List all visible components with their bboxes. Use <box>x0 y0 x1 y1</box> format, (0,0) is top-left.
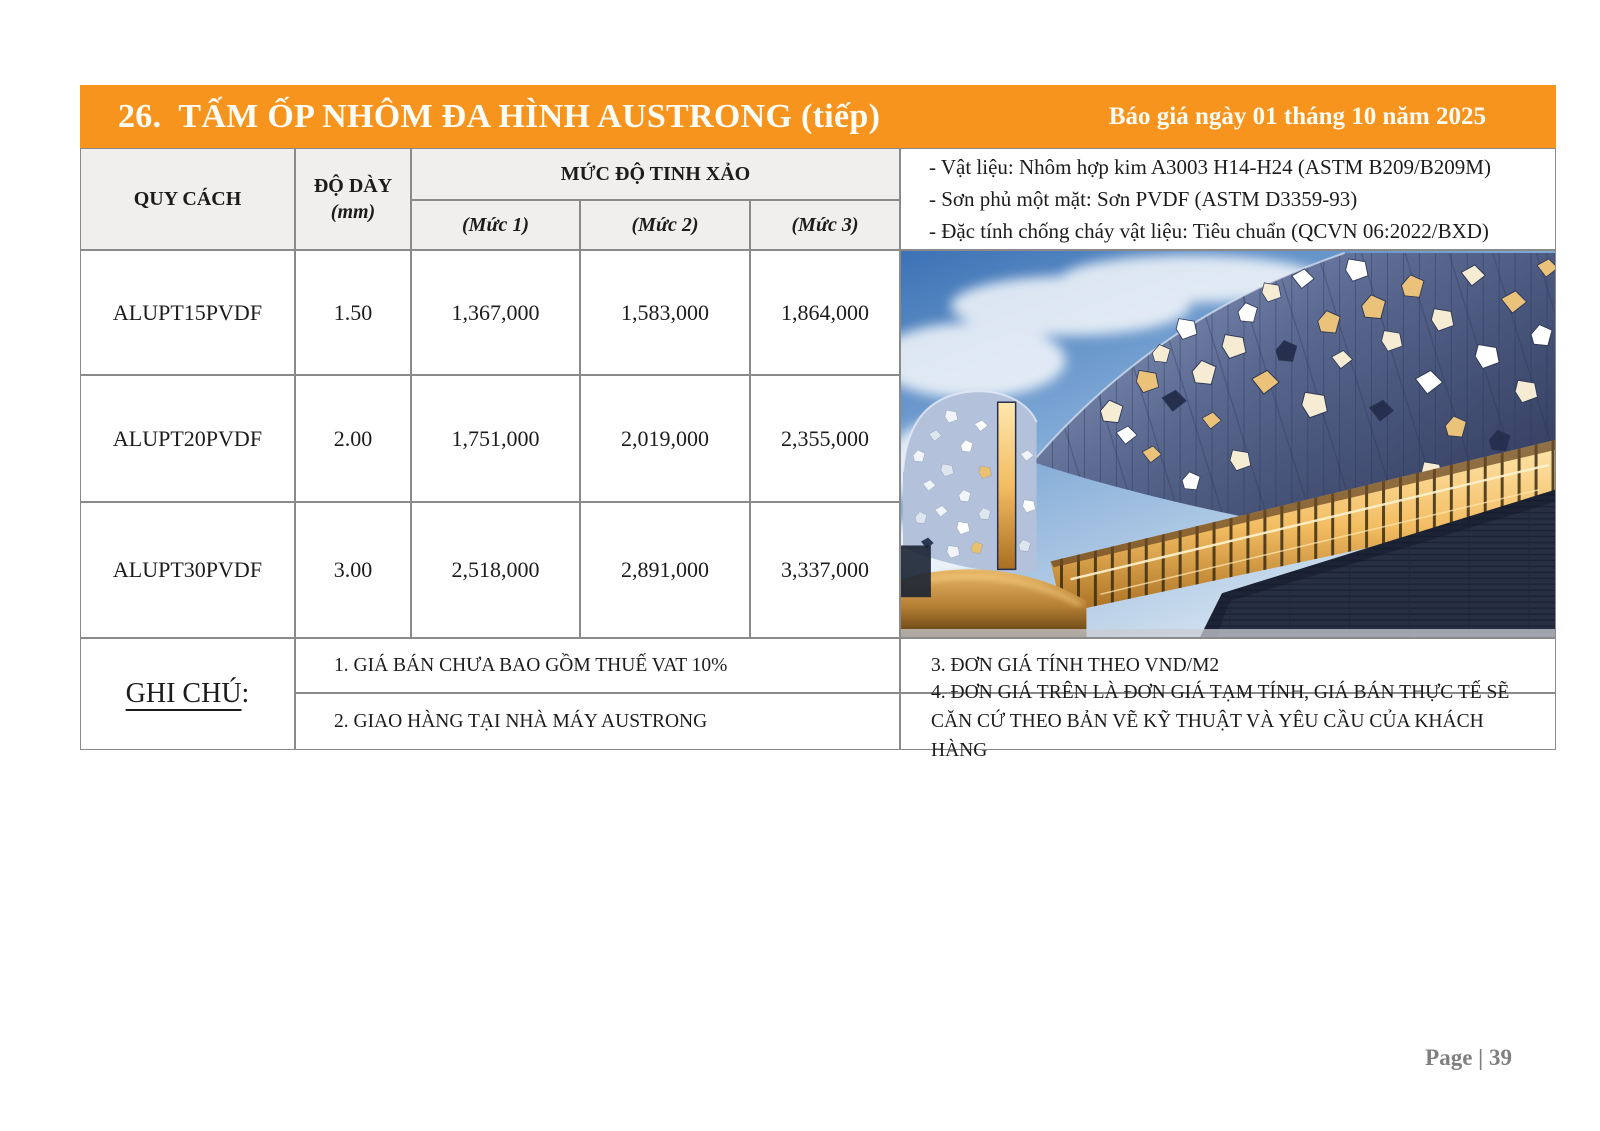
page-title: 26. TẤM ỐP NHÔM ĐA HÌNH AUSTRONG (tiếp) <box>118 97 881 135</box>
table-row-price-muc3: 2,355,000 <box>750 375 900 502</box>
table-row-code: ALUPT20PVDF <box>80 375 295 502</box>
spec-line: - Sơn phủ một mặt: Sơn PVDF (ASTM D3359-… <box>929 187 1358 211</box>
do-day-unit: (mm) <box>330 201 376 223</box>
column-header-muc-3: (Mức 3) <box>750 200 900 250</box>
table-row-price-muc3: 3,337,000 <box>750 502 900 638</box>
table-row-code: ALUPT30PVDF <box>80 502 295 638</box>
table-row-thickness: 1.50 <box>295 250 411 375</box>
note-item-3: 3. ĐƠN GIÁ TÍNH THEO VND/M2 <box>900 638 1556 693</box>
table-row-price-muc2: 2,891,000 <box>580 502 750 638</box>
spec-line: - Đặc tính chống cháy vật liệu: Tiêu chu… <box>929 219 1489 243</box>
table-row-price-muc1: 2,518,000 <box>411 502 580 638</box>
price-table: QUY CÁCH ĐỘ DÀY (mm) MỨC ĐỘ TINH XẢO (Mứ… <box>80 148 1556 761</box>
quotation-sheet: 26. TẤM ỐP NHÔM ĐA HÌNH AUSTRONG (tiếp) … <box>80 85 1556 761</box>
spec-line: - Vật liệu: Nhôm hợp kim A3003 H14-H24 (… <box>929 155 1491 179</box>
facade-photo-illustration <box>901 251 1555 637</box>
table-row-price-muc2: 2,019,000 <box>580 375 750 502</box>
page-number: Page | 39 <box>1425 1045 1512 1070</box>
table-row-price-muc1: 1,367,000 <box>411 250 580 375</box>
quote-date: Báo giá ngày 01 tháng 10 năm 2025 <box>1108 102 1486 130</box>
notes-label-colon: : <box>241 678 250 709</box>
notes-label-cell: GHI CHÚ : <box>80 638 295 750</box>
table-row-price-muc2: 1,583,000 <box>580 250 750 375</box>
column-header-quy-cach: QUY CÁCH <box>80 148 295 250</box>
column-header-muc-2: (Mức 2) <box>580 200 750 250</box>
table-row-thickness: 3.00 <box>295 502 411 638</box>
table-row-code: ALUPT15PVDF <box>80 250 295 375</box>
column-group-tinh-xao: MỨC ĐỘ TINH XẢO <box>411 148 900 200</box>
title-bar: 26. TẤM ỐP NHÔM ĐA HÌNH AUSTRONG (tiếp) … <box>80 85 1556 148</box>
do-day-label: ĐỘ DÀY <box>313 175 393 197</box>
notes-label: GHI CHÚ <box>125 678 242 709</box>
note-item-1: 1. GIÁ BÁN CHƯA BAO GỒM THUẾ VAT 10% <box>295 638 900 693</box>
column-header-do-day: ĐỘ DÀY (mm) <box>295 148 411 250</box>
building-photo <box>900 250 1556 638</box>
table-row-price-muc3: 1,864,000 <box>750 250 900 375</box>
material-specs: - Vật liệu: Nhôm hợp kim A3003 H14-H24 (… <box>900 148 1556 250</box>
table-row-thickness: 2.00 <box>295 375 411 502</box>
table-row-price-muc1: 1,751,000 <box>411 375 580 502</box>
column-header-muc-1: (Mức 1) <box>411 200 580 250</box>
note-item-4: 4. ĐƠN GIÁ TRÊN LÀ ĐƠN GIÁ TẠM TÍNH, GIÁ… <box>900 682 1556 761</box>
note-item-2: 2. GIAO HÀNG TẠI NHÀ MÁY AUSTRONG <box>295 693 900 750</box>
